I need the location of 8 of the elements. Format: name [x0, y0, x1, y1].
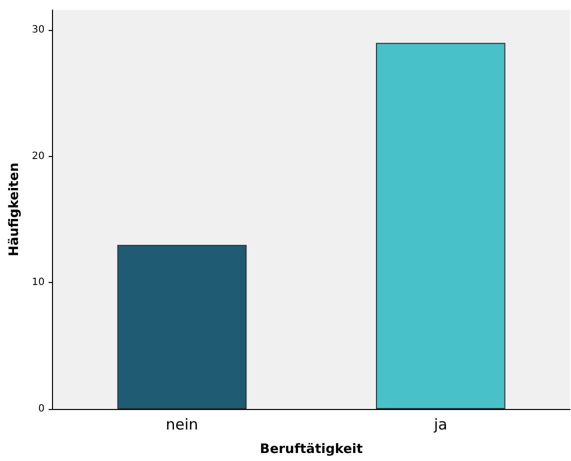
y-axis-title: Häufigkeiten [7, 162, 22, 256]
x-axis-title: Beruftätigkeit [260, 442, 363, 457]
x-tick-label: nein [166, 416, 198, 434]
y-tick-label: 30 [32, 24, 45, 36]
y-tick-label: 10 [32, 277, 45, 288]
y-tick-label: 20 [32, 150, 45, 162]
x-tick-label: ja [432, 416, 448, 434]
y-tick-label: 0 [38, 404, 45, 414]
